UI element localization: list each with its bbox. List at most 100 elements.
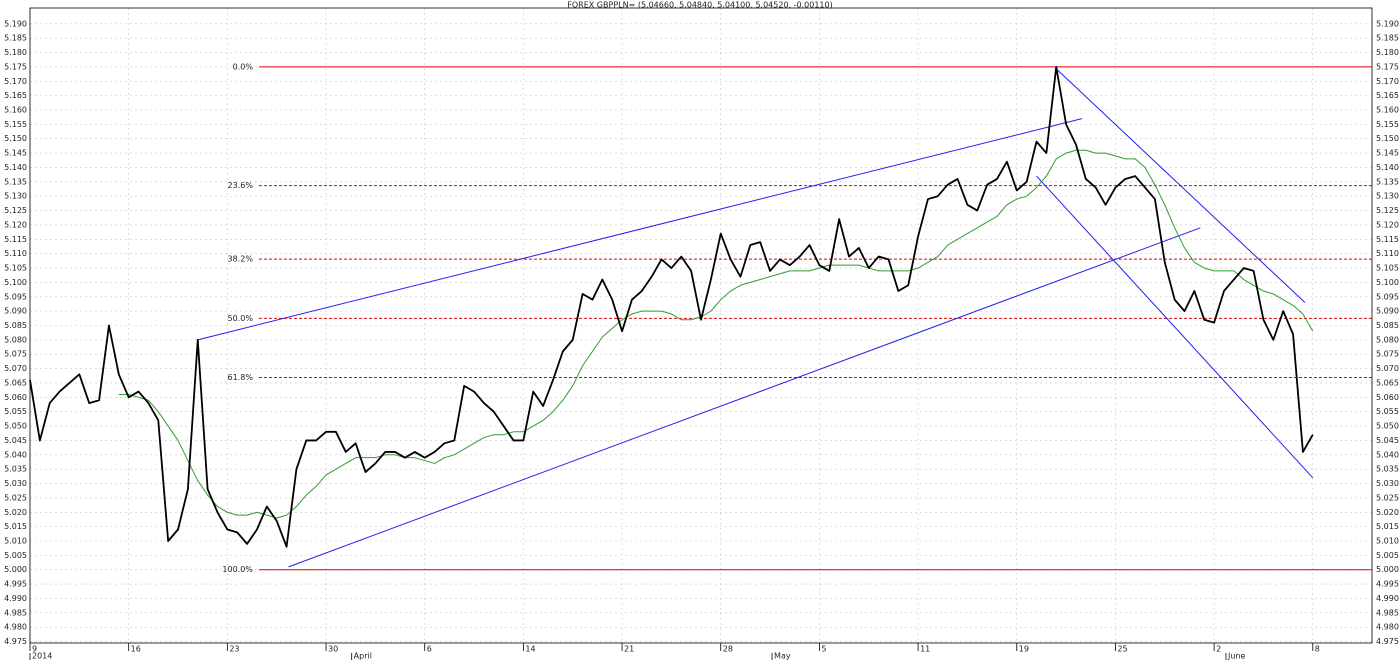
y-tick-label-right: 5.160 — [1376, 106, 1399, 115]
y-tick-label: 5.155 — [4, 120, 27, 129]
y-tick-label-right: 5.065 — [1376, 378, 1399, 387]
y-tick-label: 5.170 — [4, 77, 27, 86]
y-tick-label-right: 5.010 — [1376, 536, 1399, 545]
x-tick-label: 11 — [920, 645, 930, 654]
y-tick-label: 5.150 — [4, 134, 27, 143]
x-tick-label: 9 — [32, 645, 37, 654]
y-tick-label: 5.120 — [4, 220, 27, 229]
y-tick-label-right: 5.120 — [1376, 220, 1399, 229]
y-tick-label-right: 4.980 — [1376, 623, 1399, 632]
series-line — [118, 149, 1314, 519]
period-label: June — [1227, 652, 1246, 661]
x-tick-label: 14 — [525, 645, 535, 654]
x-tick-label: 5 — [821, 645, 826, 654]
y-tick-label-right: 5.060 — [1376, 393, 1399, 402]
y-tick-label-right: 5.190 — [1376, 19, 1399, 28]
y-tick-label: 5.075 — [4, 350, 27, 359]
y-tick-label: 5.160 — [4, 106, 27, 115]
y-tick-label-right: 5.165 — [1376, 91, 1399, 100]
y-tick-label: 5.105 — [4, 264, 27, 273]
level-label: 50.0% — [228, 314, 254, 323]
y-tick-label-right: 5.125 — [1376, 206, 1399, 215]
y-tick-label-right: 5.100 — [1376, 278, 1399, 287]
y-tick-label: 5.015 — [4, 522, 27, 531]
level-label: 100.0% — [222, 565, 253, 574]
y-tick-label: 5.055 — [4, 407, 27, 416]
x-tick-label: 28 — [723, 645, 733, 654]
y-tick-label-right: 5.140 — [1376, 163, 1399, 172]
y-tick-label: 5.080 — [4, 335, 27, 344]
y-tick-label-right: 5.145 — [1376, 149, 1399, 158]
y-tick-label: 5.035 — [4, 465, 27, 474]
y-tick-label-right: 5.130 — [1376, 192, 1399, 201]
trend-line — [197, 118, 1083, 341]
y-tick-label-right: 5.180 — [1376, 48, 1399, 57]
x-tick-label: 30 — [328, 645, 338, 654]
y-tick-label: 5.095 — [4, 292, 27, 301]
y-tick-label-right: 5.110 — [1376, 249, 1399, 258]
series-line — [29, 66, 1314, 548]
y-tick-label-right: 5.170 — [1376, 77, 1399, 86]
y-tick-label: 5.110 — [4, 249, 27, 258]
period-label: April — [354, 652, 372, 661]
y-tick-label: 5.040 — [4, 450, 27, 459]
y-tick-label: 5.130 — [4, 192, 27, 201]
y-tick-label: 5.085 — [4, 321, 27, 330]
chart-title: FOREX GBPPLN= (5.04660, 5.04840, 5.04100… — [567, 1, 832, 10]
y-tick-label-right: 5.035 — [1376, 465, 1399, 474]
y-tick-label-right: 5.105 — [1376, 264, 1399, 273]
period-label: May — [774, 652, 791, 661]
x-tick-label: 6 — [427, 645, 432, 654]
y-tick-label: 5.185 — [4, 34, 27, 43]
y-tick-label-right: 5.090 — [1376, 307, 1399, 316]
y-tick-label-right: 5.150 — [1376, 134, 1399, 143]
level-label: 0.0% — [233, 62, 254, 71]
level-label: 38.2% — [228, 255, 254, 264]
y-tick-label: 5.165 — [4, 91, 27, 100]
y-tick-label: 5.065 — [4, 378, 27, 387]
y-tick-label-right: 5.040 — [1376, 450, 1399, 459]
level-label: 61.8% — [228, 373, 254, 382]
y-tick-label: 4.980 — [4, 623, 27, 632]
x-tick-label: 21 — [624, 645, 634, 654]
trend-line — [1036, 175, 1314, 479]
x-tick-label: 19 — [1019, 645, 1029, 654]
y-tick-label-right: 5.185 — [1376, 34, 1399, 43]
trend-line — [1056, 69, 1306, 303]
plot-frame — [29, 7, 1373, 644]
y-tick-label: 5.010 — [4, 536, 27, 545]
level-label: 23.6% — [228, 181, 254, 190]
x-tick-label: 2 — [1216, 645, 1221, 654]
y-tick-label: 4.975 — [4, 637, 27, 646]
y-tick-label: 5.025 — [4, 493, 27, 502]
y-tick-label: 5.005 — [4, 551, 27, 560]
y-tick-label: 4.985 — [4, 608, 27, 617]
y-tick-label-right: 5.045 — [1376, 436, 1399, 445]
y-tick-label-right: 5.055 — [1376, 407, 1399, 416]
x-tick-label: 16 — [131, 645, 141, 654]
y-tick-label: 5.100 — [4, 278, 27, 287]
y-tick-label-right: 5.025 — [1376, 493, 1399, 502]
y-tick-label: 5.050 — [4, 422, 27, 431]
x-tick-label: 23 — [229, 645, 239, 654]
y-tick-label: 5.045 — [4, 436, 27, 445]
y-tick-label: 4.990 — [4, 594, 27, 603]
y-tick-label: 5.115 — [4, 235, 27, 244]
y-tick-label: 5.070 — [4, 364, 27, 373]
y-tick-label: 5.030 — [4, 479, 27, 488]
y-tick-label: 5.135 — [4, 177, 27, 186]
y-tick-label: 5.180 — [4, 48, 27, 57]
y-tick-label-right: 4.985 — [1376, 608, 1399, 617]
y-tick-label-right: 5.000 — [1376, 565, 1399, 574]
y-tick-label-right: 5.175 — [1376, 62, 1399, 71]
y-tick-label-right: 5.030 — [1376, 479, 1399, 488]
y-tick-label-right: 5.050 — [1376, 422, 1399, 431]
y-tick-label: 5.000 — [4, 565, 27, 574]
y-tick-label-right: 5.075 — [1376, 350, 1399, 359]
y-tick-label-right: 5.095 — [1376, 292, 1399, 301]
y-tick-label-right: 5.155 — [1376, 120, 1399, 129]
y-tick-label: 5.125 — [4, 206, 27, 215]
y-tick-label-right: 4.995 — [1376, 580, 1399, 589]
y-tick-label: 5.140 — [4, 163, 27, 172]
